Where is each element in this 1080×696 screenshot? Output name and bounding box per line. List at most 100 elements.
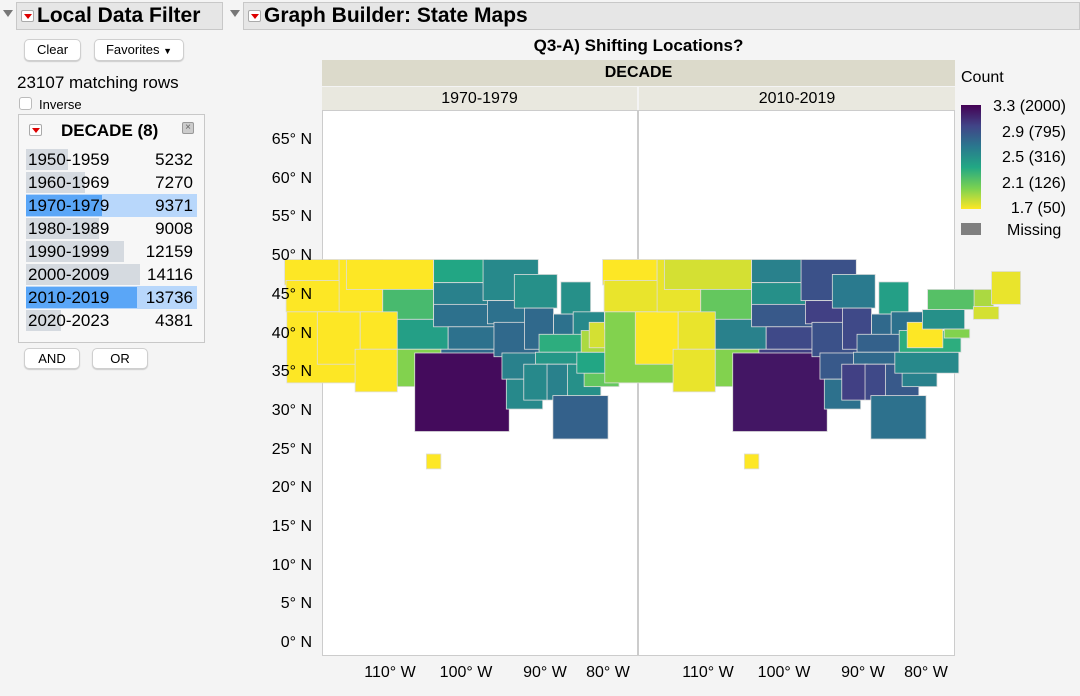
state-shape[interactable]: [414, 352, 510, 432]
y-tick-label: 35° N: [271, 363, 312, 381]
y-tick-label: 60° N: [271, 169, 312, 187]
count-bar: [26, 195, 102, 216]
state-shape[interactable]: [841, 363, 868, 401]
state-shape[interactable]: [677, 311, 716, 350]
matching-rows: 23107 matching rows: [17, 73, 179, 92]
level-count: 13736: [145, 288, 193, 307]
graph-builder-header[interactable]: Graph Builder: State Maps: [243, 2, 1080, 30]
red-triangle-menu-icon[interactable]: [248, 10, 261, 22]
level-label: 2000-2009: [28, 265, 110, 284]
missing-swatch: [961, 223, 981, 235]
level-row[interactable]: 2010-2019 13736: [26, 286, 197, 309]
x-tick-label: 100° W: [439, 664, 493, 681]
remove-filter-icon[interactable]: ×: [182, 122, 194, 134]
level-row[interactable]: 1970-1979 9371: [26, 194, 197, 217]
state-shape[interactable]: [672, 348, 716, 393]
state-shape[interactable]: [870, 395, 927, 440]
graph-title: Graph Builder: State Maps: [264, 4, 528, 27]
clear-button[interactable]: Clear: [24, 39, 81, 61]
collapse-icon[interactable]: [230, 10, 240, 17]
y-tick-label: 5° N: [280, 595, 312, 613]
state-shape[interactable]: [663, 259, 753, 290]
legend-label: 2.9 (795): [1001, 123, 1066, 141]
legend-label: 1.7 (50): [1010, 200, 1066, 217]
inverse-label: Inverse: [39, 97, 82, 112]
state-shape[interactable]: [831, 274, 876, 309]
level-label: 1960-1969: [28, 173, 110, 192]
state-shape[interactable]: [743, 453, 760, 470]
state-shape[interactable]: [552, 395, 609, 440]
favorites-button[interactable]: Favorites ▼: [94, 39, 184, 61]
red-triangle-menu-icon[interactable]: [21, 10, 34, 22]
state-shape[interactable]: [513, 274, 558, 309]
level-label: 2010-2019: [28, 288, 110, 307]
level-row[interactable]: 1990-1999 12159: [26, 240, 197, 263]
inverse-checkbox[interactable]: [19, 97, 32, 110]
level-count: 12159: [145, 242, 193, 261]
state-shape[interactable]: [973, 288, 995, 308]
or-button[interactable]: OR: [92, 348, 148, 369]
level-row[interactable]: 1980-1989 9008: [26, 217, 197, 240]
state-shape[interactable]: [991, 271, 1022, 305]
x-tick-label: 110° W: [682, 664, 734, 681]
group-header: DECADE: [322, 60, 955, 86]
state-shape[interactable]: [972, 306, 1000, 320]
state-shape[interactable]: [354, 348, 398, 393]
state-shape[interactable]: [603, 280, 662, 313]
level-count: 4381: [155, 311, 193, 330]
level-label: 1970-1979: [28, 196, 110, 215]
level-label: 1990-1999: [28, 242, 110, 261]
y-tick-label: 45° N: [271, 285, 312, 303]
y-tick-label: 65° N: [271, 131, 312, 148]
color-gradient: [961, 105, 981, 209]
y-tick-label: 25° N: [271, 440, 312, 458]
state-shape[interactable]: [751, 259, 806, 284]
x-tick-label: 80° W: [904, 664, 948, 681]
state-shape[interactable]: [894, 351, 960, 374]
level-row[interactable]: 1950-1959 5232: [26, 148, 197, 171]
legend-label: 3.3 (2000): [993, 98, 1066, 115]
count-bar: [26, 287, 137, 308]
level-row[interactable]: 2020-2023 4381: [26, 309, 197, 332]
y-tick-label: 40° N: [271, 324, 312, 342]
state-shape[interactable]: [560, 281, 592, 315]
state-shape[interactable]: [359, 311, 398, 350]
state-shape[interactable]: [285, 280, 344, 313]
level-count: 9008: [155, 219, 193, 238]
x-tick-label: 80° W: [586, 664, 630, 681]
level-label: 1950-1959: [28, 150, 110, 169]
x-tick-label: 90° W: [841, 664, 885, 681]
level-list: 1950-1959 5232 1960-1969 7270 1970-1979 9371 1…: [19, 148, 206, 333]
state-shape[interactable]: [523, 363, 550, 401]
collapse-icon[interactable]: [3, 10, 13, 17]
state-shape[interactable]: [922, 309, 966, 330]
decade-filter-box: DECADE (8) × 1950-1959 5232 1960-1969 7270 1…: [18, 114, 205, 343]
level-row[interactable]: 2000-2009 14116: [26, 263, 197, 286]
state-shape[interactable]: [878, 281, 910, 315]
and-button[interactable]: AND: [24, 348, 80, 369]
state-shape[interactable]: [433, 259, 488, 284]
missing-label: Missing: [1007, 222, 1062, 239]
level-row[interactable]: 1960-1969 7270: [26, 171, 197, 194]
chart-title: Q3-A) Shifting Locations?: [533, 36, 744, 55]
level-label: 2020-2023: [28, 311, 110, 330]
count-bar: [26, 149, 69, 170]
state-shape[interactable]: [732, 352, 828, 432]
y-tick-label: 15° N: [271, 518, 312, 535]
local-data-filter-header[interactable]: Local Data Filter: [16, 2, 223, 30]
state-shape[interactable]: [943, 328, 971, 339]
state-shape[interactable]: [634, 311, 679, 365]
panel-header-2010: 2010-2019: [639, 87, 955, 110]
x-tick-label: 90° W: [523, 664, 567, 681]
filter-title: Local Data Filter: [37, 4, 201, 27]
state-shape[interactable]: [345, 259, 435, 290]
state-shape[interactable]: [433, 282, 489, 309]
state-shape[interactable]: [425, 453, 442, 470]
x-tick-label: 110° W: [364, 664, 416, 681]
y-tick-label: 50° N: [271, 247, 312, 265]
y-tick-label: 10° N: [271, 556, 312, 574]
level-count: 9371: [155, 196, 193, 215]
level-count: 5232: [155, 150, 193, 169]
state-shape[interactable]: [316, 311, 361, 365]
red-triangle-menu-icon[interactable]: [29, 124, 42, 136]
